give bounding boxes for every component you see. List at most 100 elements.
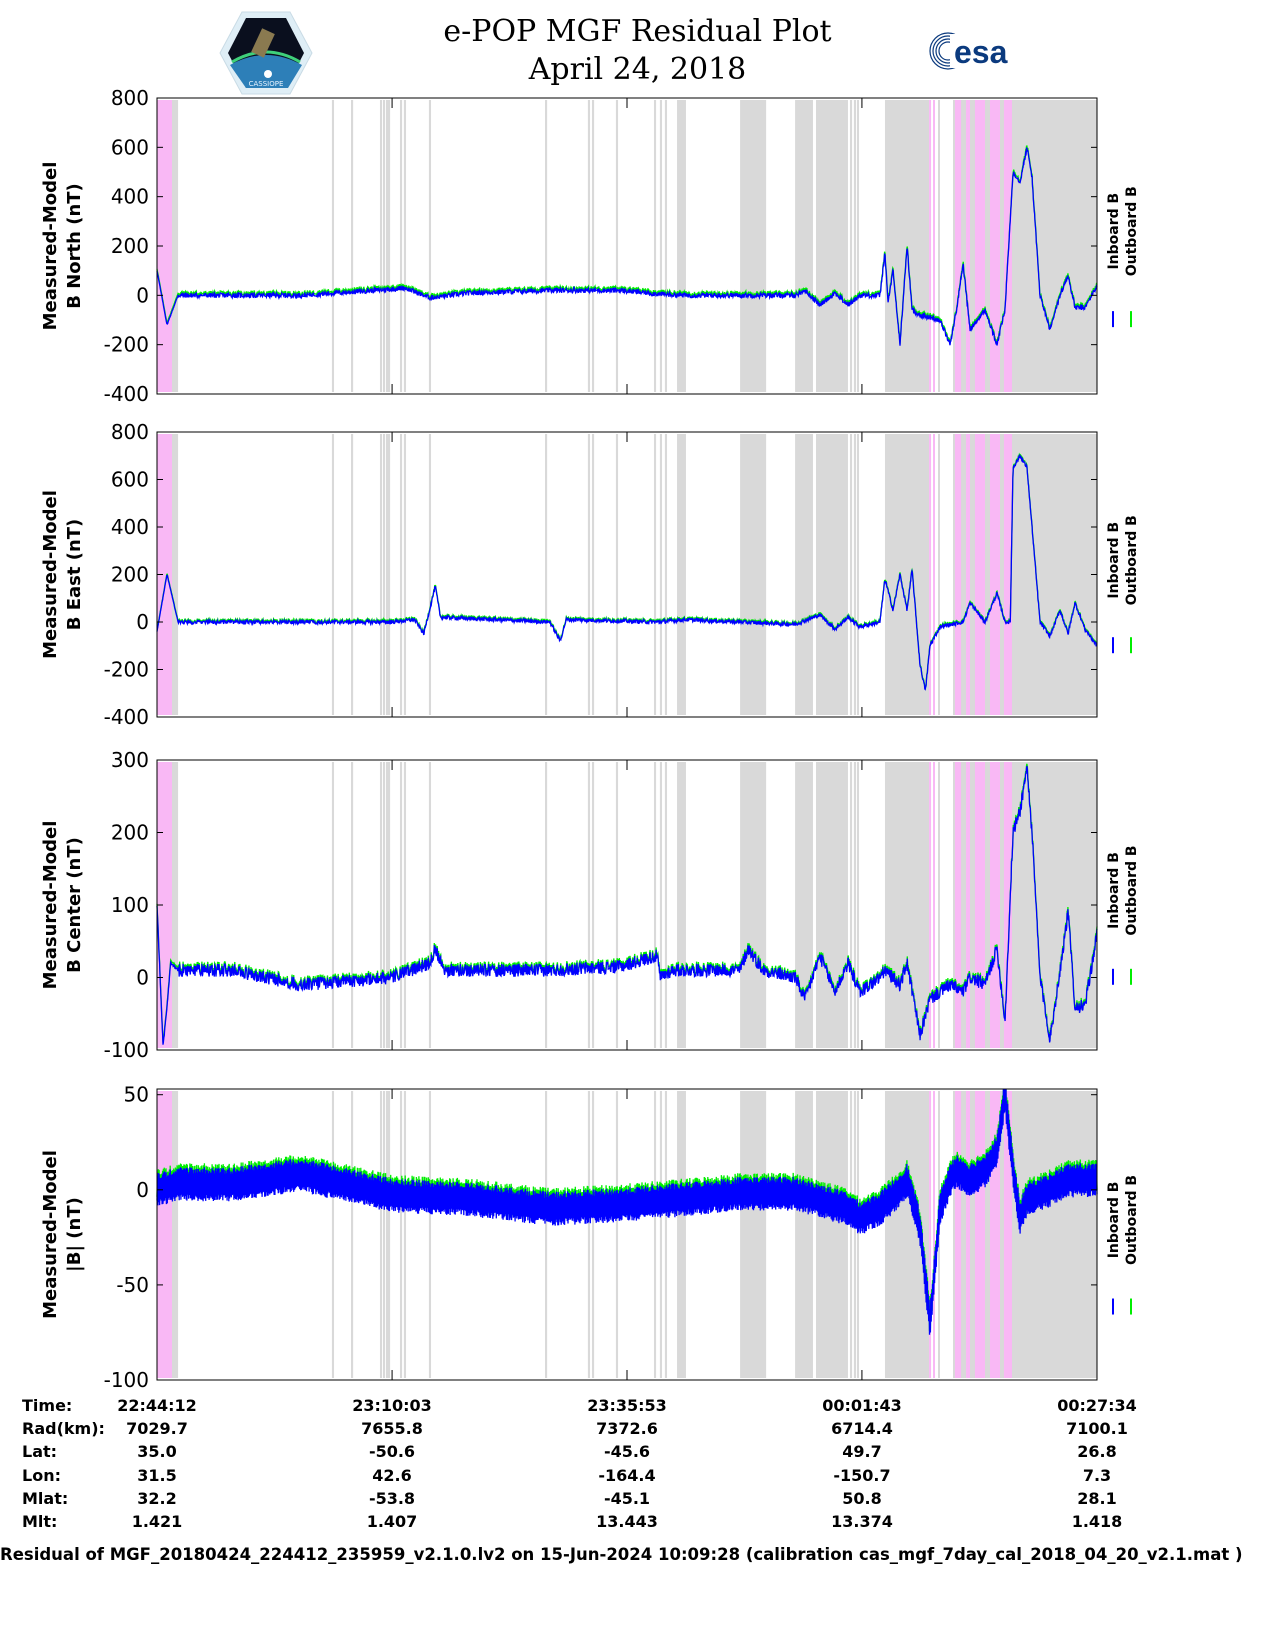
gray-region [428, 434, 432, 715]
gray-region [856, 1091, 860, 1378]
y-tick-label: 50 [124, 1083, 149, 1107]
table-cell: -45.1 [603, 1489, 651, 1508]
y-tick-label: -200 [104, 658, 149, 682]
plot-area [157, 432, 1097, 717]
pink-region [933, 762, 936, 1048]
table-row-label: Mlt: [22, 1512, 58, 1531]
gray-region [615, 434, 619, 715]
panel-2: 800 600 400 200 0 -200 -400 Measured-Model B Eas… [40, 420, 1140, 729]
table-row-label: Lat: [22, 1442, 58, 1461]
y-tick-label: 800 [111, 420, 149, 444]
pink-region [966, 1091, 970, 1378]
chart-date: April 24, 2018 [528, 52, 747, 87]
gray-region [659, 434, 663, 715]
gray-region [428, 100, 432, 392]
y-axis-label-line2: |B| (nT) [64, 1197, 85, 1272]
table-cell: 7100.1 [1066, 1419, 1128, 1438]
pink-region [1003, 100, 1012, 392]
gray-region [816, 762, 848, 1048]
pink-region [933, 1091, 936, 1378]
gray-region [938, 434, 941, 715]
gray-region [382, 434, 386, 715]
gray-region [399, 100, 403, 392]
legend-outboard-label: Outboard B [1124, 845, 1140, 935]
y-tick-label: 0 [136, 610, 149, 634]
y-tick-label: 0 [136, 283, 149, 307]
gray-region [615, 762, 619, 1048]
cassiope-logo-text: CASSIOPE [249, 80, 284, 88]
gray-region [853, 762, 857, 1048]
footer-caption: Residual of MGF_20180424_224412_235959_v… [0, 1545, 1243, 1564]
gray-region [379, 762, 383, 1048]
plot-area [157, 1089, 1097, 1380]
y-tick-label: 0 [136, 966, 149, 990]
legend-inboard-label: Inboard B [1106, 1182, 1122, 1259]
table-cell: 1.418 [1071, 1512, 1123, 1531]
gray-region [740, 434, 767, 715]
gray-region [677, 434, 686, 715]
table-cell: 6714.4 [831, 1419, 893, 1438]
gray-region [172, 100, 179, 392]
pink-region [966, 434, 970, 715]
y-axis-label-line1: Measured-Model [40, 821, 61, 990]
gray-region [849, 762, 853, 1048]
pink-region [157, 1091, 173, 1378]
pink-region [989, 434, 1000, 715]
table-cell: 7.3 [1082, 1466, 1112, 1485]
gray-region [587, 434, 591, 715]
gray-region [856, 434, 860, 715]
gray-region [938, 762, 941, 1048]
pink-region [933, 100, 936, 392]
pink-region [954, 434, 962, 715]
gray-region [856, 100, 860, 392]
table-cell: -164.4 [598, 1466, 656, 1485]
y-tick-label: 400 [111, 515, 149, 539]
y-axis-label-line2: B Center (nT) [64, 837, 85, 973]
gray-region [545, 100, 548, 392]
gray-region [387, 1091, 391, 1378]
pink-region [929, 100, 932, 392]
inboard-b-line [156, 147, 1098, 346]
table-cell: -150.7 [833, 1466, 891, 1485]
pink-region [929, 762, 932, 1048]
gray-region [795, 762, 813, 1048]
y-tick-label: 200 [111, 234, 149, 258]
y-tick-label: 800 [111, 86, 149, 110]
gray-region [653, 1091, 657, 1378]
y-tick-label: 0 [136, 1178, 149, 1202]
inboard-b-line [156, 765, 1098, 1045]
gray-region [795, 1091, 813, 1378]
pink-region [989, 762, 1000, 1048]
gray-region [403, 1091, 407, 1378]
pink-region [974, 1091, 985, 1378]
gray-region [591, 434, 595, 715]
pink-region [1003, 434, 1012, 715]
y-axis-label-line1: Measured-Model [40, 490, 61, 659]
plot-area [157, 98, 1097, 394]
gray-region [856, 762, 860, 1048]
table-cell: -53.8 [368, 1489, 416, 1508]
legend: Inboard B Outboard B [1106, 845, 1140, 985]
gray-region [816, 100, 848, 392]
gray-region [938, 100, 941, 392]
gray-region [379, 1091, 383, 1378]
gray-region [545, 762, 548, 1048]
gray-region [884, 100, 930, 392]
y-tick-label: 100 [111, 893, 149, 917]
legend: Inboard B Outboard B [1106, 1175, 1140, 1315]
table-cell: 1.407 [366, 1512, 418, 1531]
pink-region [974, 762, 985, 1048]
gray-region [382, 762, 386, 1048]
gray-region [659, 100, 663, 392]
y-tick-label: -50 [116, 1273, 149, 1297]
gray-region [664, 100, 668, 392]
gray-region [386, 434, 389, 715]
gray-region [953, 100, 1097, 392]
gray-region [659, 762, 663, 1048]
gray-region [403, 762, 407, 1048]
y-axis-label-line1: Measured-Model [40, 162, 61, 331]
gray-region [664, 1091, 668, 1378]
gray-region [387, 434, 391, 715]
table-cell: 13.374 [831, 1512, 893, 1531]
inboard-b-line [156, 1088, 1098, 1335]
